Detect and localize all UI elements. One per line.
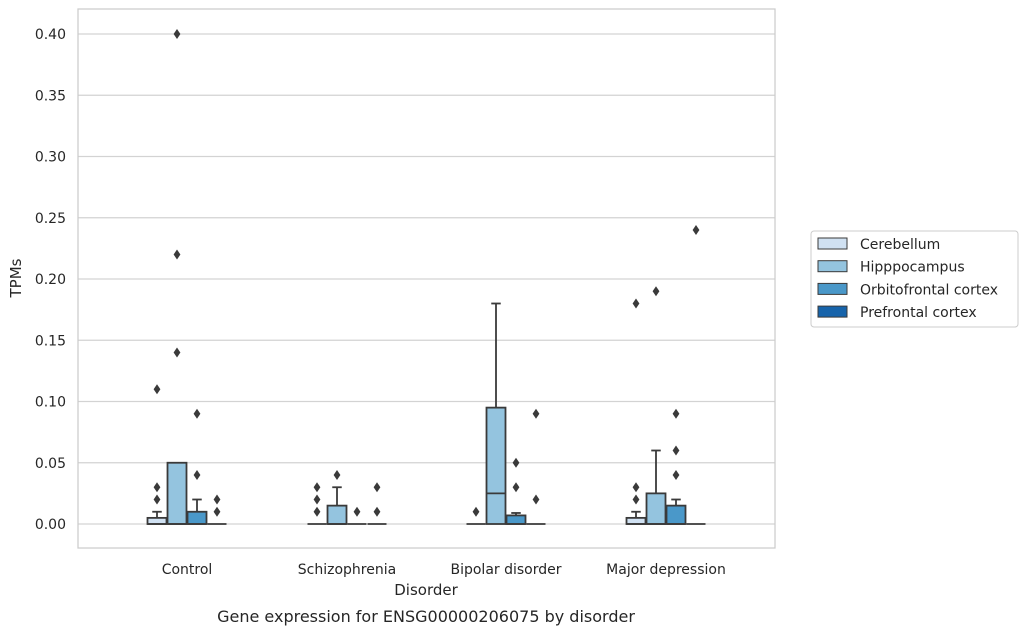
outlier-point <box>632 298 640 309</box>
outlier-point <box>153 384 161 395</box>
boxes <box>146 29 706 525</box>
legend-swatch <box>817 260 848 273</box>
box-hipppocampus <box>326 470 348 525</box>
box-prefrontal-cortex <box>367 482 387 525</box>
outlier-point <box>672 408 680 419</box>
legend: Cerebellum Hipppocampus Orbitofrontal cort… <box>810 230 1019 328</box>
box-iqr <box>326 504 348 525</box>
y-tick-label: 0.25 <box>35 211 66 227</box>
box-orbitofrontal-cortex <box>665 408 687 525</box>
legend-swatch <box>817 305 848 318</box>
legend-label: Orbitofrontal cortex <box>860 282 998 298</box>
outlier-point <box>512 457 520 468</box>
outlier-point <box>193 408 201 419</box>
outlier-point <box>692 225 700 235</box>
box-prefrontal-cortex <box>686 225 706 525</box>
box-hipppocampus <box>166 29 188 525</box>
x-tick-label: Bipolar disorder <box>450 562 561 578</box>
legend-label: Prefrontal cortex <box>860 305 977 321</box>
box-cerebellum <box>625 298 647 525</box>
outlier-point <box>153 482 161 493</box>
outlier-point <box>632 494 640 505</box>
box-cerebellum <box>466 506 486 525</box>
box-cerebellum <box>307 482 327 525</box>
x-tick-label: Schizophrenia <box>298 562 396 578</box>
box-iqr <box>166 461 188 525</box>
y-tick-label: 0.10 <box>35 395 66 411</box>
outlier-point <box>472 506 480 517</box>
outlier-point <box>313 506 321 517</box>
y-tick-label: 0.15 <box>35 333 66 349</box>
chart-caption: Gene expression for ENSG00000206075 by d… <box>217 607 635 626</box>
outlier-point <box>213 494 221 505</box>
outlier-point <box>333 470 341 480</box>
outlier-point <box>373 506 381 517</box>
box-iqr <box>485 406 507 525</box>
box-iqr <box>665 504 687 525</box>
y-tick-label: 0.30 <box>35 150 66 166</box>
outlier-point <box>532 494 540 505</box>
box-prefrontal-cortex <box>526 408 546 525</box>
x-tick-label: Control <box>162 562 213 578</box>
box-hipppocampus <box>645 286 667 525</box>
outlier-point <box>193 470 201 480</box>
outlier-point <box>672 445 680 456</box>
outlier-point <box>173 249 181 260</box>
box-orbitofrontal-cortex <box>505 457 527 525</box>
y-tick-label: 0.00 <box>35 517 66 533</box>
outlier-point <box>213 506 221 517</box>
box-orbitofrontal-cortex <box>347 506 367 525</box>
box-hipppocampus <box>485 302 507 525</box>
legend-swatch <box>817 237 848 250</box>
y-tick-label: 0.05 <box>35 456 66 472</box>
outlier-point <box>313 482 321 493</box>
outlier-point <box>632 482 640 493</box>
outlier-point <box>512 482 520 493</box>
outlier-point <box>173 347 181 358</box>
box-cerebellum <box>146 384 168 525</box>
legend-swatch <box>817 282 848 295</box>
legend-label: Cerebellum <box>860 237 940 253</box>
y-tick-label: 0.40 <box>35 27 66 43</box>
outlier-point <box>153 494 161 505</box>
box-iqr <box>505 514 527 525</box>
box-orbitofrontal-cortex <box>186 408 208 525</box>
grid-lines <box>78 33 775 525</box>
outlier-point <box>353 506 361 517</box>
y-axis-label: TPMs <box>7 258 25 298</box>
x-tick-labels: Control Schizophrenia Bipolar disorder Majo… <box>162 562 726 578</box>
box-prefrontal-cortex <box>207 494 227 525</box>
outlier-point <box>313 494 321 505</box>
y-tick-labels: 0.00 0.05 0.10 0.15 0.20 0.25 0.30 0.35 0.40 <box>35 27 66 533</box>
y-tick-label: 0.35 <box>35 88 66 104</box>
legend-label: Hipppocampus <box>860 260 965 276</box>
outlier-point <box>373 482 381 493</box>
outlier-point <box>532 408 540 419</box>
x-axis-label: Disorder <box>394 581 458 599</box>
outlier-point <box>652 286 660 297</box>
y-tick-label: 0.20 <box>35 272 66 288</box>
plot-frame <box>77 8 776 549</box>
box-iqr <box>186 510 208 525</box>
box-iqr <box>146 516 168 525</box>
box-iqr <box>625 516 647 525</box>
outlier-point <box>672 470 680 480</box>
legend-frame <box>810 230 1019 328</box>
box-iqr <box>645 492 667 525</box>
outlier-point <box>173 29 181 39</box>
x-tick-label: Major depression <box>606 562 726 578</box>
